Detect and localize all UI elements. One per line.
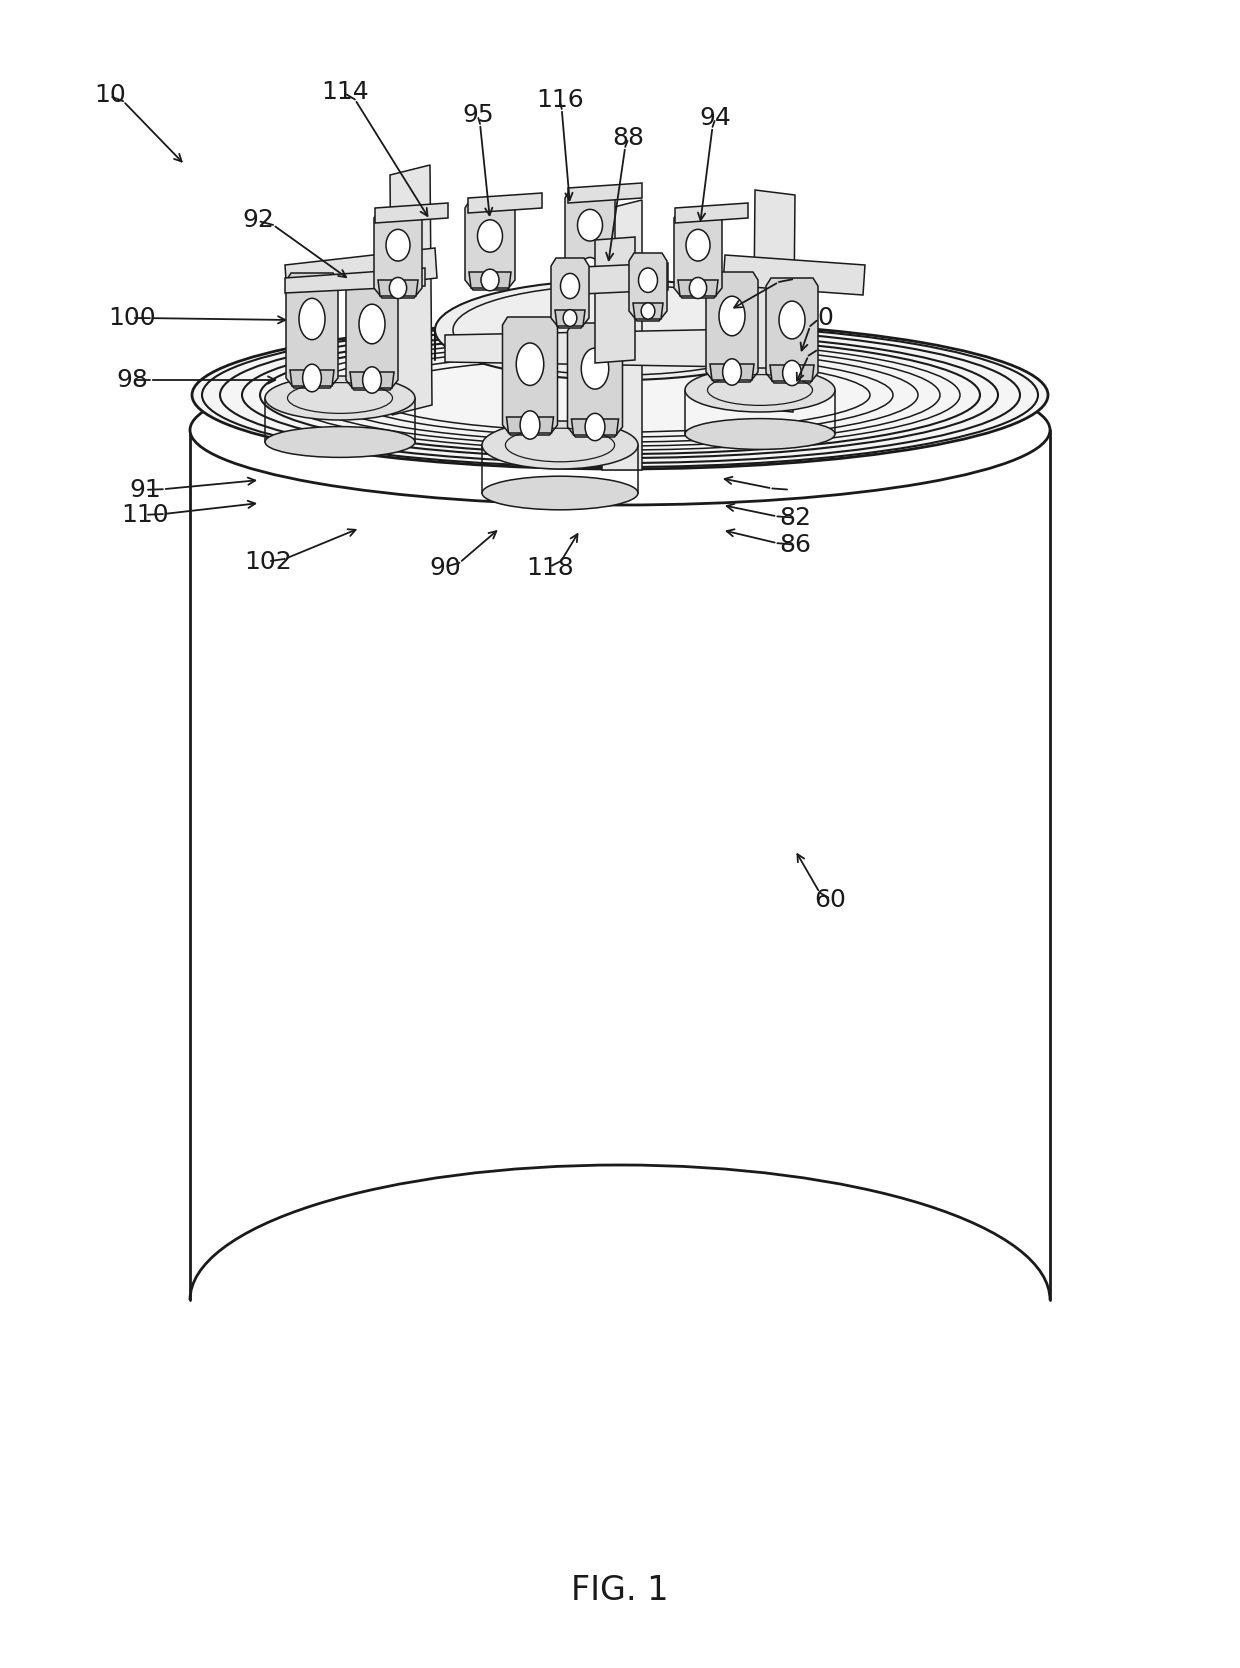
Ellipse shape bbox=[686, 230, 711, 260]
Text: 90: 90 bbox=[429, 555, 461, 580]
Ellipse shape bbox=[482, 420, 639, 469]
Ellipse shape bbox=[481, 269, 498, 290]
Polygon shape bbox=[711, 364, 754, 380]
Text: 95: 95 bbox=[463, 103, 494, 127]
Ellipse shape bbox=[582, 349, 609, 389]
Text: 92: 92 bbox=[242, 208, 274, 232]
Ellipse shape bbox=[563, 310, 577, 327]
Ellipse shape bbox=[265, 427, 415, 457]
Text: 100: 100 bbox=[108, 305, 156, 330]
Text: 91: 91 bbox=[129, 479, 161, 502]
Polygon shape bbox=[445, 329, 795, 369]
Polygon shape bbox=[678, 280, 718, 295]
Ellipse shape bbox=[303, 364, 321, 392]
Ellipse shape bbox=[779, 302, 805, 339]
Text: 80: 80 bbox=[802, 305, 835, 330]
Polygon shape bbox=[753, 190, 795, 412]
Text: 102: 102 bbox=[244, 550, 291, 574]
Polygon shape bbox=[556, 310, 585, 325]
Ellipse shape bbox=[689, 277, 707, 299]
Text: 94: 94 bbox=[699, 107, 730, 130]
Text: 110: 110 bbox=[122, 504, 169, 527]
Polygon shape bbox=[467, 193, 542, 214]
Polygon shape bbox=[568, 183, 642, 203]
Text: 93: 93 bbox=[802, 335, 833, 360]
Ellipse shape bbox=[520, 410, 539, 439]
Ellipse shape bbox=[299, 299, 325, 340]
Ellipse shape bbox=[585, 414, 605, 440]
Polygon shape bbox=[286, 274, 339, 389]
Ellipse shape bbox=[560, 274, 579, 299]
Polygon shape bbox=[290, 370, 334, 385]
Polygon shape bbox=[632, 304, 663, 319]
Polygon shape bbox=[675, 210, 722, 299]
Polygon shape bbox=[551, 259, 589, 329]
Polygon shape bbox=[502, 317, 558, 435]
Polygon shape bbox=[565, 190, 615, 279]
Polygon shape bbox=[391, 165, 432, 415]
Text: 110: 110 bbox=[766, 479, 813, 502]
Text: 60: 60 bbox=[815, 887, 846, 912]
Ellipse shape bbox=[190, 355, 1050, 505]
Polygon shape bbox=[572, 419, 619, 435]
Ellipse shape bbox=[482, 475, 639, 510]
Text: 118: 118 bbox=[771, 265, 818, 290]
Polygon shape bbox=[506, 417, 553, 434]
Polygon shape bbox=[560, 264, 668, 295]
Ellipse shape bbox=[516, 344, 544, 385]
Polygon shape bbox=[374, 210, 422, 299]
Ellipse shape bbox=[684, 419, 835, 449]
Ellipse shape bbox=[265, 375, 415, 420]
Ellipse shape bbox=[362, 367, 382, 394]
Polygon shape bbox=[569, 260, 611, 275]
Text: 116: 116 bbox=[536, 88, 584, 112]
Ellipse shape bbox=[719, 297, 745, 335]
Polygon shape bbox=[568, 324, 622, 437]
Ellipse shape bbox=[389, 277, 407, 299]
Ellipse shape bbox=[641, 304, 655, 319]
Ellipse shape bbox=[782, 360, 801, 385]
Polygon shape bbox=[723, 255, 866, 295]
Polygon shape bbox=[629, 254, 667, 320]
Text: 82: 82 bbox=[779, 505, 811, 530]
Ellipse shape bbox=[582, 257, 599, 279]
Polygon shape bbox=[350, 372, 394, 389]
Polygon shape bbox=[346, 280, 398, 390]
Ellipse shape bbox=[386, 230, 410, 260]
Text: 114: 114 bbox=[321, 80, 368, 103]
Polygon shape bbox=[285, 269, 425, 294]
Polygon shape bbox=[770, 365, 813, 380]
Polygon shape bbox=[706, 272, 758, 382]
Polygon shape bbox=[595, 237, 635, 364]
Ellipse shape bbox=[723, 359, 742, 385]
Polygon shape bbox=[374, 203, 448, 224]
Polygon shape bbox=[285, 249, 436, 295]
Ellipse shape bbox=[360, 304, 384, 344]
Polygon shape bbox=[601, 200, 642, 470]
Text: 88: 88 bbox=[613, 127, 644, 150]
Polygon shape bbox=[675, 203, 748, 224]
Polygon shape bbox=[766, 279, 818, 384]
Ellipse shape bbox=[684, 369, 835, 412]
Text: 10: 10 bbox=[94, 83, 126, 107]
Text: 98: 98 bbox=[117, 369, 148, 392]
Ellipse shape bbox=[192, 320, 1048, 469]
Polygon shape bbox=[469, 272, 511, 289]
Polygon shape bbox=[378, 280, 418, 295]
Text: FIG. 1: FIG. 1 bbox=[572, 1573, 668, 1606]
Ellipse shape bbox=[435, 280, 805, 380]
Polygon shape bbox=[465, 200, 515, 290]
Ellipse shape bbox=[578, 210, 603, 242]
Ellipse shape bbox=[477, 220, 502, 252]
Ellipse shape bbox=[639, 269, 657, 292]
Text: 118: 118 bbox=[526, 555, 574, 580]
Text: 86: 86 bbox=[779, 534, 811, 557]
